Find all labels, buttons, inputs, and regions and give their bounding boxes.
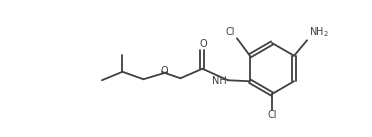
Text: O: O	[199, 39, 207, 49]
Text: O: O	[161, 66, 168, 76]
Text: Cl: Cl	[225, 27, 235, 37]
Text: NH$_2$: NH$_2$	[309, 25, 328, 39]
Text: NH: NH	[212, 76, 227, 86]
Text: Cl: Cl	[267, 111, 277, 121]
